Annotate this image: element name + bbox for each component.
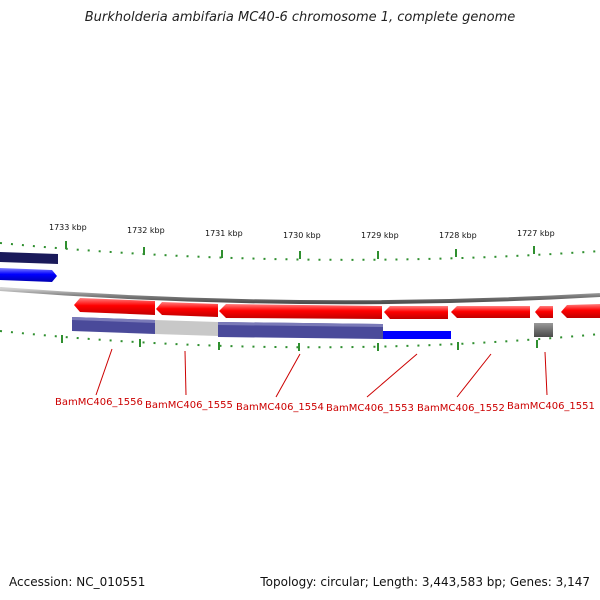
gene-label-1554: BamMC406_1554 <box>236 402 324 413</box>
scale-label-1728: 1728 kbp <box>439 231 477 240</box>
gene-arrow-1556 <box>74 298 155 315</box>
reverse-strand-genes <box>74 298 600 319</box>
genome-stats-label: Topology: circular; Length: 3,443,583 bp… <box>260 575 590 589</box>
accession-label: Accession: NC_010551 <box>9 575 146 589</box>
gene-label-leaders <box>95 348 548 398</box>
gene-arrow-1551 <box>535 306 553 318</box>
homology-bar-highlight <box>218 322 383 327</box>
homology-bar <box>534 323 553 337</box>
forward-homology-bar <box>0 252 58 264</box>
scale-label-1731: 1731 kbp <box>205 229 243 238</box>
gene-labels: BamMC406_1556 BamMC406_1555 BamMC406_155… <box>55 397 595 414</box>
leader-line-1554 <box>275 353 301 398</box>
scale-ruler-lower <box>0 330 600 351</box>
scale-label-1730: 1730 kbp <box>283 231 321 240</box>
gene-label-1552: BamMC406_1552 <box>417 403 505 414</box>
gene-arrow-1553 <box>384 306 448 319</box>
homology-bar <box>383 324 451 332</box>
genome-title: Burkholderia ambifaria MC40-6 chromosome… <box>84 10 516 25</box>
homology-track <box>72 317 553 339</box>
homology-bar <box>155 320 218 336</box>
scale-labels: 1733 kbp 1732 kbp 1731 kbp 1730 kbp 1729… <box>49 223 555 240</box>
forward-gene-arrow <box>0 268 57 282</box>
leader-line-1555 <box>184 350 187 396</box>
gene-arrow-1554 <box>219 304 382 319</box>
leader-line-1551 <box>544 351 548 396</box>
gene-label-1553: BamMC406_1553 <box>326 403 414 414</box>
scale-ruler-upper <box>0 241 600 261</box>
leader-line-1556 <box>95 348 113 396</box>
leader-line-1553 <box>366 353 418 398</box>
gene-arrow-1550-partial <box>561 304 600 318</box>
homology-bar <box>383 331 451 339</box>
leader-line-1552 <box>456 353 492 398</box>
gene-arrow-1555 <box>156 302 218 317</box>
gene-label-1556: BamMC406_1556 <box>55 397 143 408</box>
scale-label-1729: 1729 kbp <box>361 231 399 240</box>
gene-label-1551: BamMC406_1551 <box>507 401 595 412</box>
gene-label-1555: BamMC406_1555 <box>145 400 233 411</box>
scale-label-1732: 1732 kbp <box>127 226 165 235</box>
forward-strand-features <box>0 252 58 282</box>
gene-arrow-1552 <box>451 306 530 318</box>
genome-backbone <box>0 287 600 305</box>
scale-label-1733: 1733 kbp <box>49 223 87 232</box>
homology-bar-highlight <box>72 317 155 323</box>
scale-label-1727: 1727 kbp <box>517 229 555 238</box>
